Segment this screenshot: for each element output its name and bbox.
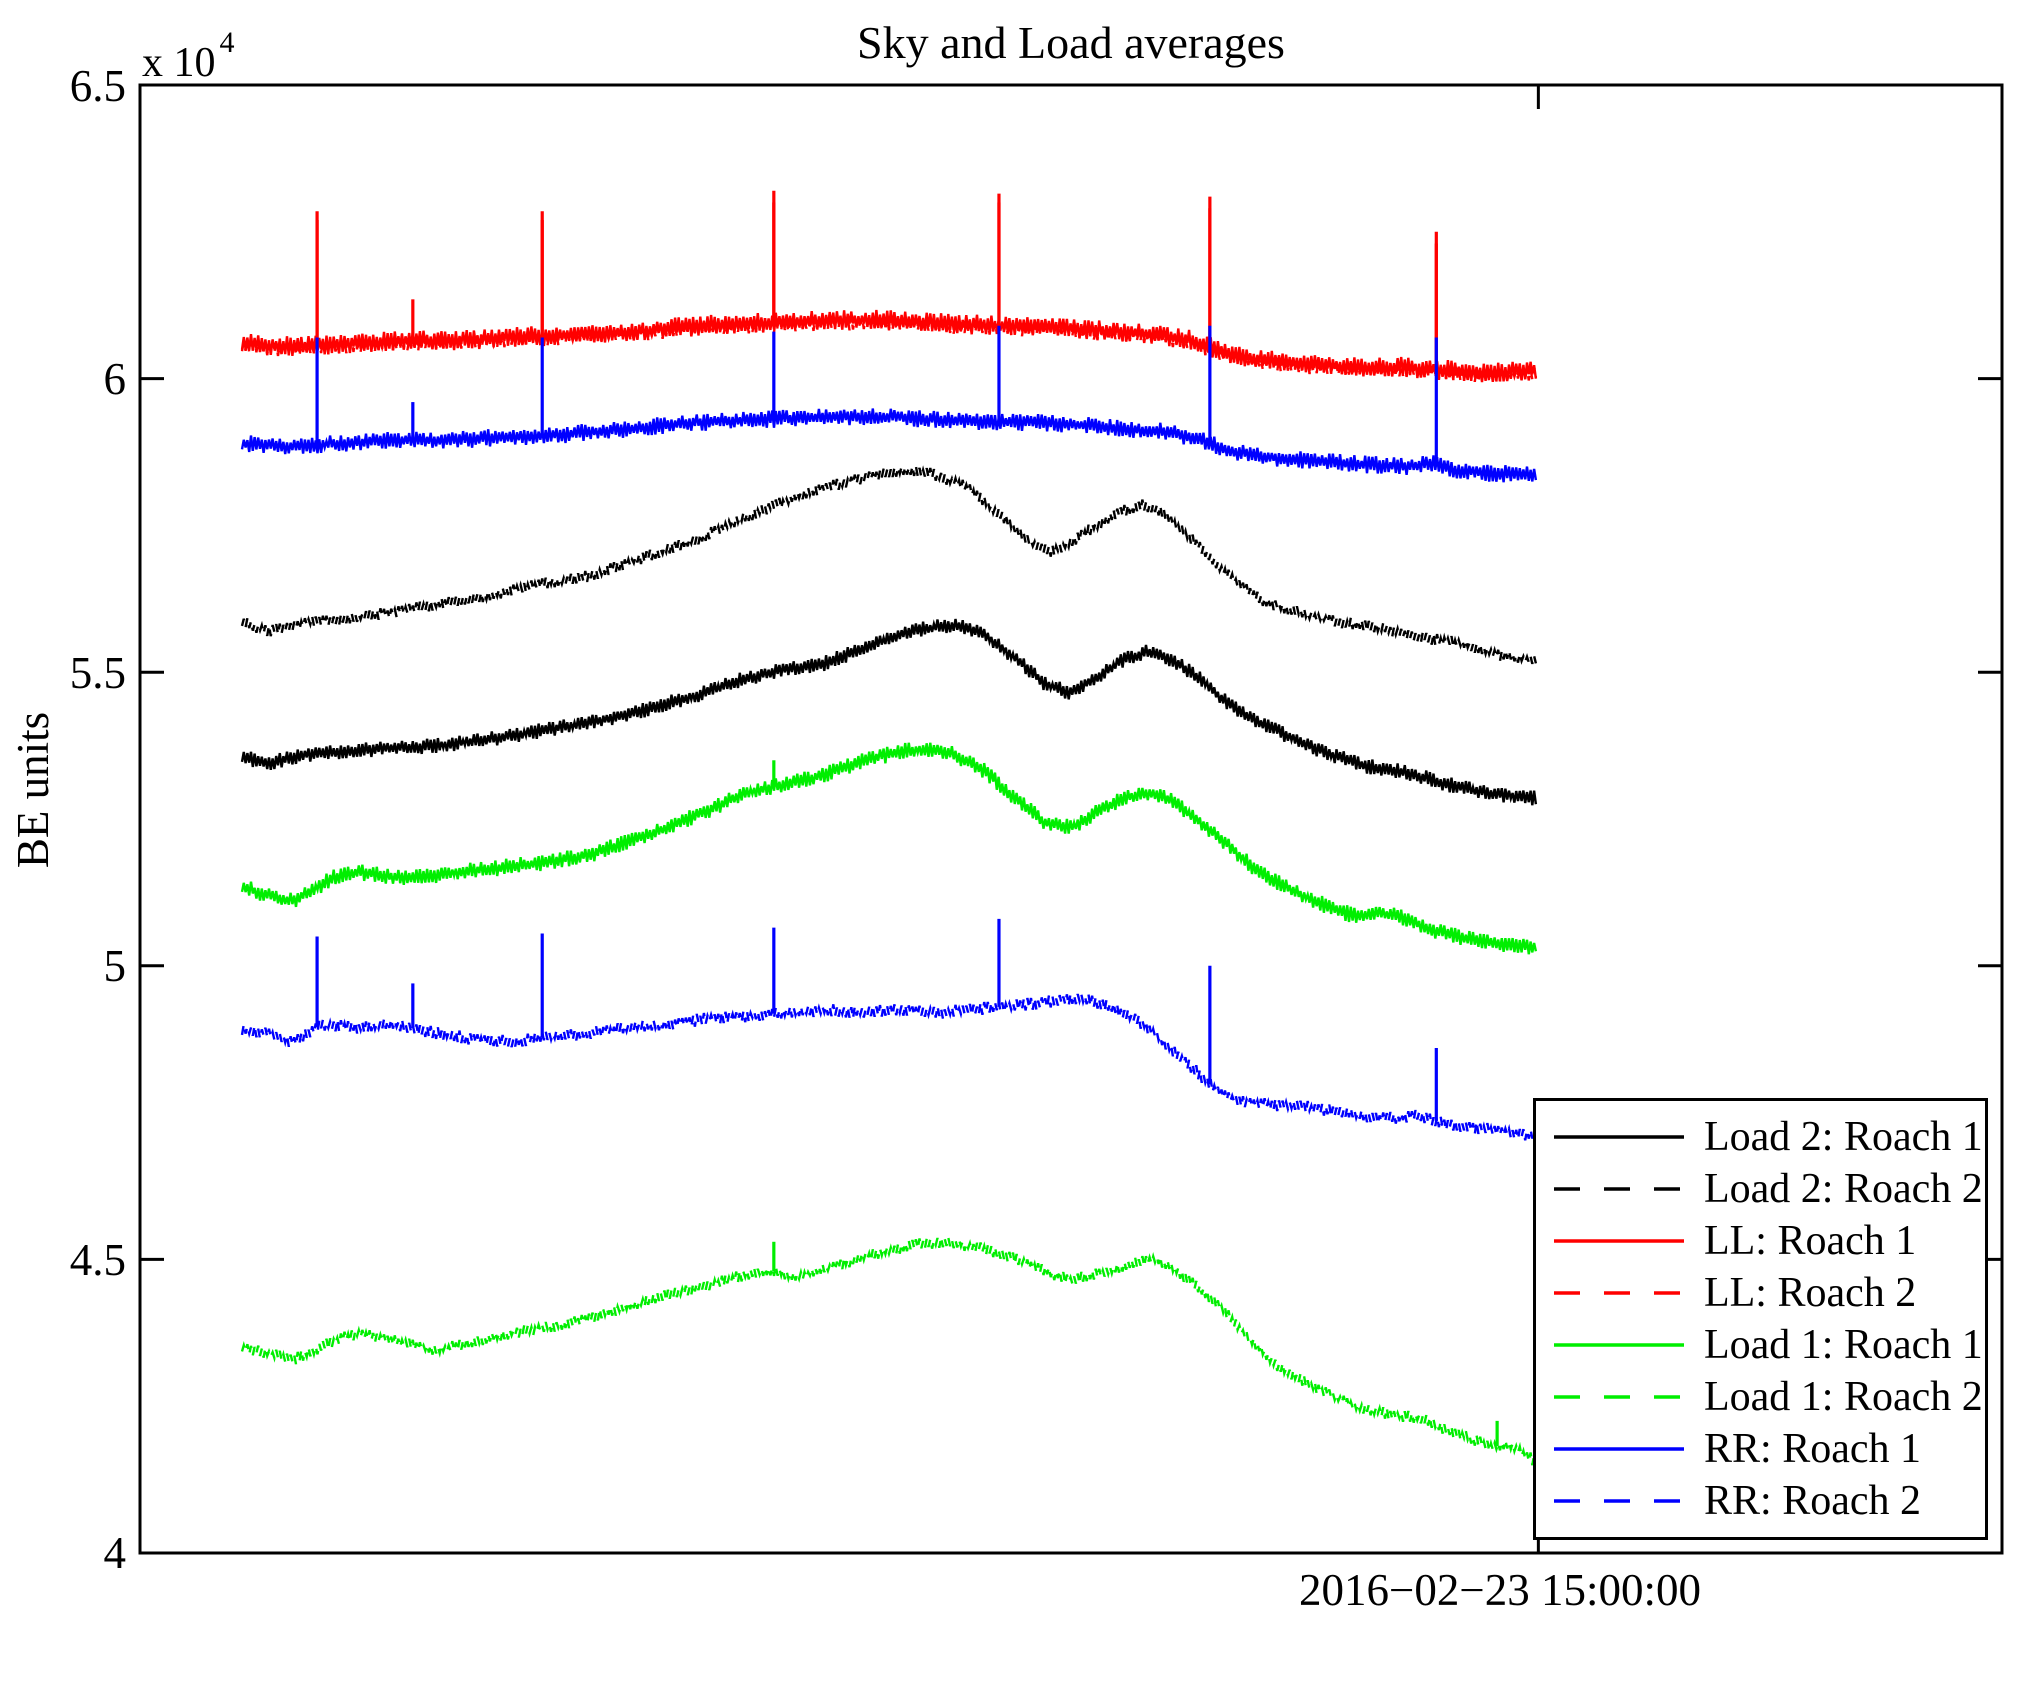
series-line-5	[240, 742, 1538, 955]
y-axis-multiplier: x 10 4	[142, 26, 235, 86]
legend-item-label: Load 2: Roach 1	[1704, 1114, 1983, 1160]
plot-area	[138, 83, 2004, 1555]
legend-item-label: RR: Roach 1	[1704, 1426, 1921, 1472]
y-tick-label-4: 4	[104, 1528, 127, 1578]
y-tick-label-5: 5	[104, 941, 127, 991]
legend-solid-line-sample	[1554, 1343, 1684, 1347]
x-tick-label: 2016−02−23 15:00:00	[1299, 1565, 1701, 1615]
legend-item: Load 1: Roach 2	[1554, 1375, 1985, 1419]
legend-dashed-line-sample	[1554, 1291, 1684, 1295]
legend-solid-line-sample	[1554, 1135, 1684, 1139]
legend-item-label: LL: Roach 1	[1704, 1218, 1917, 1264]
y-tick-label-6: 6	[104, 354, 127, 404]
legend-item-label: LL: Roach 2	[1704, 1270, 1917, 1316]
legend-item-label: Load 2: Roach 2	[1704, 1166, 1983, 1212]
legend-dashed-line-sample	[1554, 1187, 1684, 1191]
y-tick-label-4-5: 4.5	[70, 1235, 126, 1285]
legend-box: Load 2: Roach 1 Load 2: Roach 2 LL: Roach …	[1533, 1098, 1988, 1540]
legend-item: Load 2: Roach 2	[1554, 1167, 1985, 1211]
legend-item-label: Load 1: Roach 2	[1704, 1374, 1983, 1420]
legend-item: RR: Roach 1	[1554, 1427, 1985, 1471]
legend-item-label: RR: Roach 2	[1704, 1478, 1921, 1524]
chart-title: Sky and Load averages	[857, 17, 1285, 68]
y-axis-label: BE units	[8, 712, 58, 868]
series-line-6	[240, 1236, 1538, 1467]
legend-item-label: Load 1: Roach 1	[1704, 1322, 1983, 1368]
legend-item: LL: Roach 1	[1554, 1219, 1985, 1263]
series-line-4	[240, 315, 1538, 383]
legend-dashed-line-sample	[1554, 1395, 1684, 1399]
y-tick-label-5-5: 5.5	[70, 648, 126, 698]
legend-item: Load 2: Roach 1	[1554, 1115, 1985, 1159]
legend-solid-line-sample	[1554, 1447, 1684, 1451]
legend-dashed-line-sample	[1554, 1499, 1684, 1503]
axes-box	[138, 83, 2004, 1555]
series-line-7	[240, 408, 1538, 483]
series-line-2	[240, 465, 1538, 667]
series-line-1	[240, 618, 1538, 806]
legend-item: RR: Roach 2	[1554, 1479, 1985, 1523]
series-line-8	[240, 991, 1538, 1143]
legend-item: Load 1: Roach 1	[1554, 1323, 1985, 1367]
legend-solid-line-sample	[1554, 1239, 1684, 1243]
y-tick-label-6-5: 6.5	[70, 61, 126, 111]
legend-item: LL: Roach 2	[1554, 1271, 1985, 1315]
